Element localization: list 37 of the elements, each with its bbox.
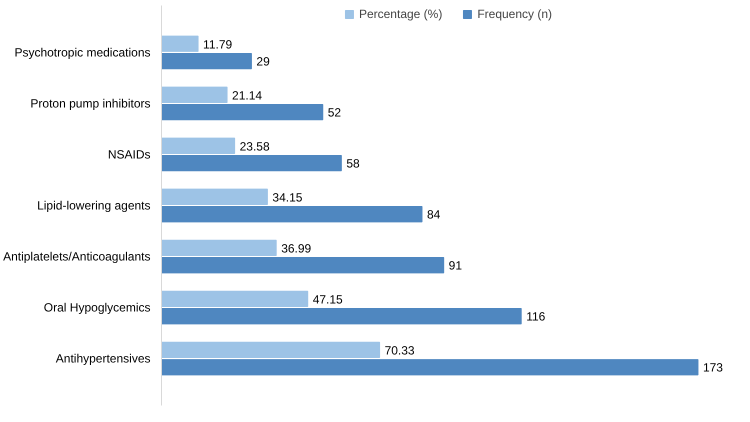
data-label: 34.15 bbox=[272, 190, 303, 204]
data-label: 116 bbox=[526, 310, 546, 324]
bar bbox=[162, 290, 308, 308]
data-label: 91 bbox=[448, 258, 462, 273]
y-tick-label: Psychotropic medications bbox=[14, 45, 150, 60]
y-tick-label: Proton pump inhibitors bbox=[30, 96, 151, 110]
data-label: 11.79 bbox=[203, 37, 233, 52]
bar bbox=[162, 188, 268, 205]
bar bbox=[162, 206, 422, 222]
data-label: 36.99 bbox=[281, 241, 312, 256]
bar bbox=[162, 155, 342, 172]
y-tick-label: Antiplatelets/Anticoagulants bbox=[3, 250, 151, 264]
data-label: 47.15 bbox=[312, 292, 344, 306]
bar bbox=[162, 36, 199, 52]
bar bbox=[162, 308, 522, 324]
data-label: 173 bbox=[702, 360, 724, 375]
y-tick-label: Antihypertensives bbox=[56, 352, 150, 366]
data-label: 29 bbox=[256, 54, 270, 69]
legend-label: Frequency (n) bbox=[477, 7, 552, 21]
data-label: 70.33 bbox=[384, 343, 415, 358]
bar bbox=[162, 257, 444, 274]
bar bbox=[162, 359, 698, 376]
y-tick-label: NSAIDs bbox=[108, 147, 151, 162]
y-tick-label: Lipid-lowering agents bbox=[37, 198, 151, 212]
bar bbox=[162, 104, 324, 120]
bar bbox=[162, 138, 236, 154]
y-tick-label: Oral Hypoglycemics bbox=[44, 300, 151, 315]
data-label: 84 bbox=[426, 208, 441, 222]
legend-label: Percentage (%) bbox=[358, 7, 442, 21]
data-label: 52 bbox=[328, 106, 342, 120]
bar bbox=[162, 86, 228, 103]
bar bbox=[162, 342, 380, 358]
data-label: 21.14 bbox=[232, 88, 262, 102]
data-label: 58 bbox=[346, 156, 360, 171]
bar bbox=[162, 240, 277, 256]
bar bbox=[162, 52, 252, 70]
data-label: 23.58 bbox=[240, 139, 270, 154]
